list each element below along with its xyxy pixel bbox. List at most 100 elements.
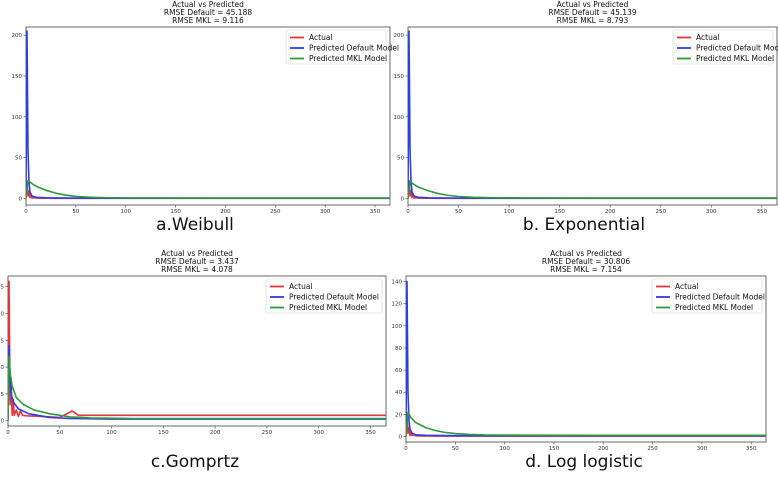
y-tick-label: 5	[1, 392, 5, 398]
x-tick-label: 150	[549, 446, 560, 452]
y-tick-label: 80	[395, 346, 402, 352]
x-tick-label: 350	[746, 446, 757, 452]
legend-actual-label: Actual	[289, 282, 313, 291]
chart-title-line: RMSE Default = 45.188	[164, 8, 252, 17]
chart-title-line: RMSE MKL = 7.154	[550, 265, 622, 274]
x-tick-label: 200	[598, 446, 609, 452]
x-tick-label: 300	[697, 446, 708, 452]
x-tick-label: 250	[262, 430, 273, 436]
x-tick-label: 350	[365, 430, 376, 436]
x-tick-label: 0	[24, 209, 28, 215]
chart-title-line: RMSE Default = 3.437	[155, 257, 239, 266]
chart-caption-exponential: b. Exponential	[522, 215, 646, 235]
legend-mkl-label: Predicted MKL Model	[696, 54, 774, 63]
chart-panel-weibull: Actual vs Predicted RMSE Default = 45.188…	[0, 0, 399, 242]
x-tick-label: 150	[170, 209, 181, 215]
y-tick-label: 0	[1, 419, 5, 425]
x-tick-label: 250	[270, 209, 281, 215]
y-tick-label: 100	[394, 115, 405, 121]
legend-actual-label: Actual	[696, 33, 720, 42]
x-tick-label: 100	[499, 446, 510, 452]
chart-title-line: RMSE Default = 30.806	[542, 257, 630, 266]
x-tick-label: 0	[406, 209, 410, 215]
y-tick-label: 20	[395, 412, 402, 418]
chart-title-line: Actual vs Predicted	[557, 0, 629, 9]
x-tick-label: 250	[655, 209, 666, 215]
x-tick-label: 50	[72, 209, 79, 215]
y-tick-label: 0	[19, 196, 23, 202]
x-tick-label: 200	[210, 430, 221, 436]
x-tick-label: 200	[220, 209, 231, 215]
y-tick-label: 40	[395, 390, 402, 396]
series-actual-line	[408, 179, 777, 200]
chart-caption-weibull: a.Weibull	[156, 215, 234, 235]
legend-default-label: Predicted Default Model	[675, 293, 765, 302]
legend-actual-label: Actual	[309, 33, 333, 42]
series-mkl-line	[26, 179, 390, 199]
y-tick-label: 50	[15, 156, 22, 162]
series-default-line	[8, 344, 386, 421]
y-tick-label: 20	[0, 312, 4, 318]
legend-mkl-label: Predicted MKL Model	[675, 303, 753, 312]
series-mkl-line	[406, 411, 766, 437]
x-tick-label: 100	[106, 430, 117, 436]
series-mkl-line	[408, 180, 777, 199]
x-tick-label: 0	[6, 430, 10, 436]
legend-default-label: Predicted Default Model	[289, 293, 379, 302]
y-tick-label: 50	[397, 156, 404, 162]
chart-title-line: RMSE MKL = 9.116	[172, 16, 244, 25]
chart-title-line: RMSE Default = 45.139	[548, 8, 636, 17]
x-tick-label: 50	[56, 430, 63, 436]
y-tick-label: 140	[392, 280, 403, 286]
legend-box	[651, 278, 763, 314]
chart-panel-exponential: Actual vs Predicted RMSE Default = 45.139…	[390, 0, 778, 242]
legend-mkl-label: Predicted MKL Model	[289, 303, 367, 312]
series-default-line	[26, 30, 390, 200]
legend-actual-label: Actual	[675, 282, 699, 291]
series-default-line	[406, 280, 766, 437]
series-default-line	[408, 30, 777, 200]
y-tick-label: 100	[12, 115, 23, 121]
legend-box	[285, 29, 387, 65]
x-tick-label: 150	[554, 209, 565, 215]
y-tick-label: 200	[12, 33, 23, 39]
chart-title-line: Actual vs Predicted	[550, 249, 622, 258]
y-tick-label: 100	[392, 324, 403, 330]
chart-caption-gompertz: c.Gomprtz	[150, 452, 240, 472]
x-tick-label: 100	[504, 209, 515, 215]
x-tick-label: 0	[404, 446, 408, 452]
x-tick-label: 50	[452, 446, 459, 452]
chart-title-line: Actual vs Predicted	[161, 249, 233, 258]
x-tick-label: 50	[455, 209, 462, 215]
y-tick-label: 60	[395, 368, 402, 374]
x-tick-label: 300	[320, 209, 331, 215]
chart-title-line: RMSE MKL = 4.078	[161, 265, 233, 274]
chart-panel-gompertz: Actual vs Predicted RMSE Default = 3.437 R…	[0, 242, 390, 483]
x-tick-label: 100	[120, 209, 131, 215]
chart-caption-loglogistic: d. Log logistic	[525, 452, 643, 472]
y-tick-label: 150	[394, 74, 405, 80]
y-tick-label: 25	[0, 285, 4, 291]
y-tick-label: 200	[394, 33, 405, 39]
x-tick-label: 300	[313, 430, 324, 436]
y-tick-label: 10	[0, 365, 4, 371]
chart-panel-loglogistic: Actual vs Predicted RMSE Default = 30.806…	[390, 242, 778, 483]
x-tick-label: 300	[706, 209, 717, 215]
y-tick-label: 0	[401, 196, 405, 202]
x-tick-label: 200	[605, 209, 616, 215]
series-mkl-line	[8, 355, 386, 421]
y-tick-label: 0	[399, 434, 403, 440]
chart-title-line: Actual vs Predicted	[172, 0, 244, 9]
y-tick-label: 15	[0, 338, 4, 344]
x-tick-label: 350	[757, 209, 768, 215]
chart-title-line: RMSE MKL = 8.793	[557, 16, 629, 25]
x-tick-label: 150	[158, 430, 169, 436]
legend-default-label: Predicted Default Model	[309, 44, 399, 53]
legend-box	[672, 29, 774, 65]
